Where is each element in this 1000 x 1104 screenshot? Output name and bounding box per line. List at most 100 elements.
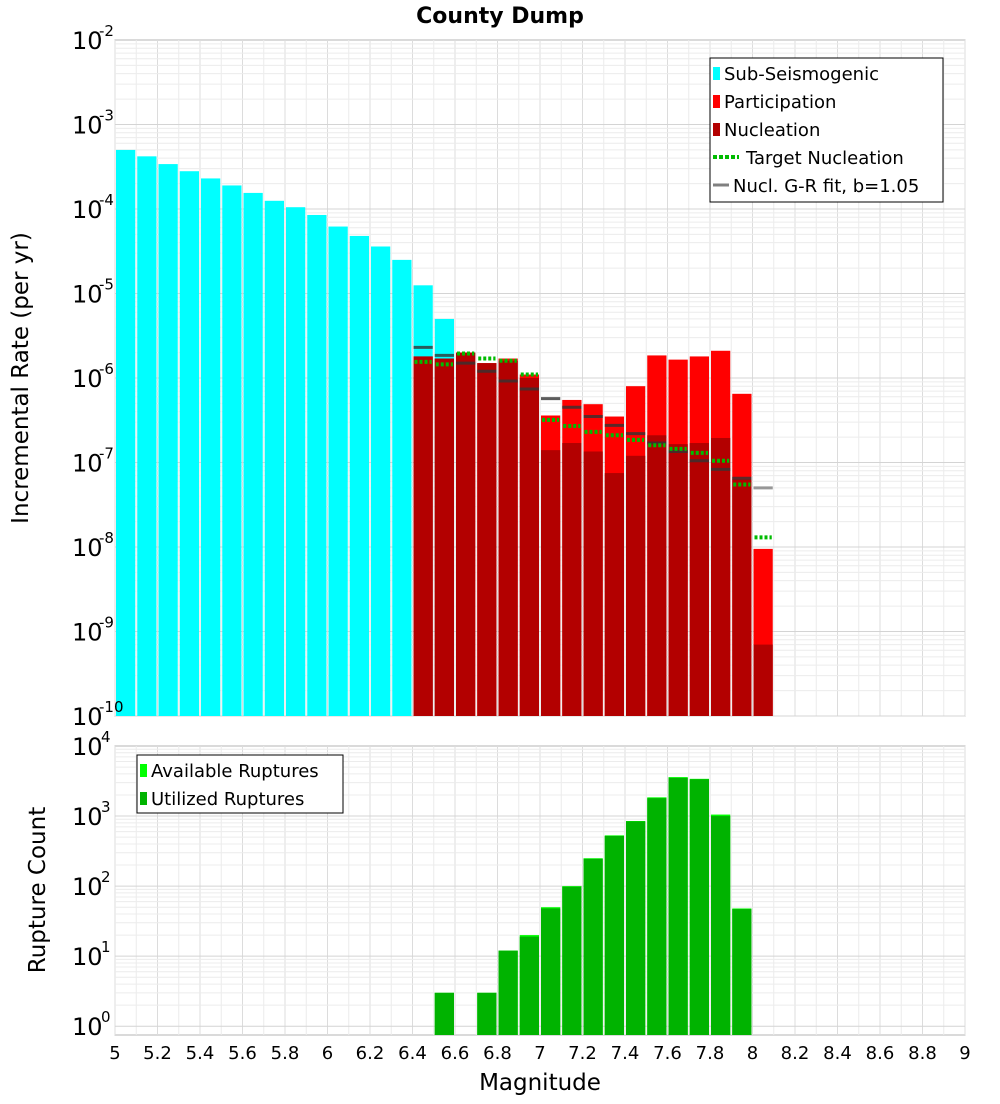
count-x-ticks: 5 5.2 5.4 5.6 5.8 6 6.2 6.4 6.6 6.8 7 7.2 7.4 7.6 7.8 8… xyxy=(109,1043,970,1064)
legend-swatch-utilized xyxy=(140,792,147,805)
y-tick-label: 10 xyxy=(72,943,103,971)
y-tick-exponent: -5 xyxy=(99,276,114,294)
x-tick-label: 8.6 xyxy=(866,1043,895,1064)
x-tick-label: 6.2 xyxy=(356,1043,385,1064)
y-tick-label: 10 xyxy=(72,365,103,393)
y-tick-exponent: -2 xyxy=(99,22,114,40)
sub-seismogenic-bar xyxy=(264,200,284,717)
y-tick-label: 10 xyxy=(72,196,103,224)
utilized-ruptures-bar xyxy=(519,936,539,1035)
x-tick-label: 8.2 xyxy=(781,1043,810,1064)
y-tick-label: 10 xyxy=(72,27,103,55)
x-tick-label: 5.6 xyxy=(228,1043,257,1064)
y-tick-exponent: 0 xyxy=(101,1008,111,1026)
utilized-ruptures-bar xyxy=(434,992,454,1035)
x-tick-label: 7.2 xyxy=(568,1043,597,1064)
legend-label-nucleation: Nucleation xyxy=(724,120,820,141)
utilized-ruptures-bar xyxy=(604,835,624,1035)
legend-label-available: Available Ruptures xyxy=(151,761,319,782)
y-tick-exponent: -6 xyxy=(99,360,114,378)
utilized-ruptures-bar xyxy=(477,992,497,1035)
sub-seismogenic-bar xyxy=(286,207,306,716)
legend-label-sub-seismogenic: Sub-Seismogenic xyxy=(724,64,879,85)
nucleation-bar xyxy=(689,443,709,716)
y-tick-label: 10 xyxy=(72,803,103,831)
legend-swatch-nucleation xyxy=(713,123,720,136)
nucleation-bar xyxy=(541,450,561,716)
utilized-ruptures-bar xyxy=(562,886,582,1035)
utilized-ruptures-bar xyxy=(711,816,731,1035)
rate-fit-lines xyxy=(413,345,773,540)
y-tick-exponent: -3 xyxy=(99,107,114,125)
x-tick-label: 5.2 xyxy=(143,1043,172,1064)
x-tick-label: 9 xyxy=(959,1043,970,1064)
nucleation-bar xyxy=(711,437,731,716)
x-tick-label: 6.4 xyxy=(398,1043,427,1064)
nucleation-bar xyxy=(434,358,454,716)
x-tick-label: 7 xyxy=(534,1043,545,1064)
legend-label-target-nucleation: Target Nucleation xyxy=(745,148,904,169)
x-tick-label: 6.8 xyxy=(483,1043,512,1064)
rate-y-axis-label: Incremental Rate (per yr) xyxy=(8,232,34,524)
sub-seismogenic-bar xyxy=(243,192,263,716)
x-tick-label: 8.4 xyxy=(823,1043,852,1064)
nucleation-bar xyxy=(753,644,773,716)
x-tick-label: 6 xyxy=(322,1043,333,1064)
x-tick-label: 5.4 xyxy=(186,1043,215,1064)
utilized-ruptures-bar xyxy=(689,779,709,1035)
legend-swatch-sub-seismogenic xyxy=(713,67,720,80)
y-tick-exponent: 1 xyxy=(101,938,111,956)
y-tick-label: 10 xyxy=(72,112,103,140)
utilized-ruptures-bar xyxy=(541,908,561,1035)
nucleation-bar xyxy=(604,473,624,716)
y-tick-exponent: 3 xyxy=(101,798,111,816)
legend-label-utilized: Utilized Ruptures xyxy=(151,789,304,810)
utilized-ruptures-bar xyxy=(668,777,688,1035)
nucleation-bar xyxy=(498,360,518,716)
rate-legend: Sub-Seismogenic Participation Nucleation… xyxy=(709,57,944,203)
nucleation-bar xyxy=(477,363,497,716)
sub-seismogenic-bar xyxy=(349,235,369,716)
nucleation-bar xyxy=(647,435,667,716)
sub-seismogenic-bar xyxy=(371,246,391,716)
legend-swatch-participation xyxy=(713,95,720,108)
y-tick-exponent: -8 xyxy=(99,529,114,547)
x-tick-label: 7.6 xyxy=(653,1043,682,1064)
y-tick-exponent: 4 xyxy=(101,728,111,746)
y-tick-label: 10 xyxy=(72,703,103,731)
x-tick-label: 6.6 xyxy=(441,1043,470,1064)
y-tick-label: 10 xyxy=(72,534,103,562)
legend-swatch-available xyxy=(140,764,147,777)
legend-label-participation: Participation xyxy=(724,92,836,113)
nucleation-bar xyxy=(626,455,646,716)
nucleation-bar xyxy=(519,378,539,716)
y-tick-label: 10 xyxy=(72,619,103,647)
utilized-ruptures-bar xyxy=(583,858,603,1035)
sub-seismogenic-bar xyxy=(222,185,242,717)
count-y-axis-label: Rupture Count xyxy=(25,807,51,973)
y-tick-label: 10 xyxy=(72,450,103,478)
y-tick-exponent: -10 xyxy=(99,698,124,716)
nucleation-bar xyxy=(562,443,582,716)
sub-seismogenic-bar xyxy=(116,149,136,717)
sub-seismogenic-bar xyxy=(307,214,327,716)
rate-bars xyxy=(116,149,773,717)
y-tick-label: 10 xyxy=(72,873,103,901)
sub-seismogenic-bar xyxy=(137,156,157,716)
sub-seismogenic-bar xyxy=(201,178,221,717)
nucleation-bar xyxy=(732,479,752,716)
x-tick-label: 5 xyxy=(109,1043,120,1064)
y-tick-label: 10 xyxy=(72,733,103,761)
y-tick-exponent: -4 xyxy=(99,191,114,209)
utilized-ruptures-bar xyxy=(647,798,667,1035)
y-tick-label: 10 xyxy=(72,281,103,309)
sub-seismogenic-bar xyxy=(392,259,412,716)
y-tick-label: 10 xyxy=(72,1013,103,1041)
nucleation-bar xyxy=(583,451,603,716)
utilized-ruptures-bar xyxy=(626,821,646,1035)
x-axis-label: Magnitude xyxy=(479,1070,601,1096)
